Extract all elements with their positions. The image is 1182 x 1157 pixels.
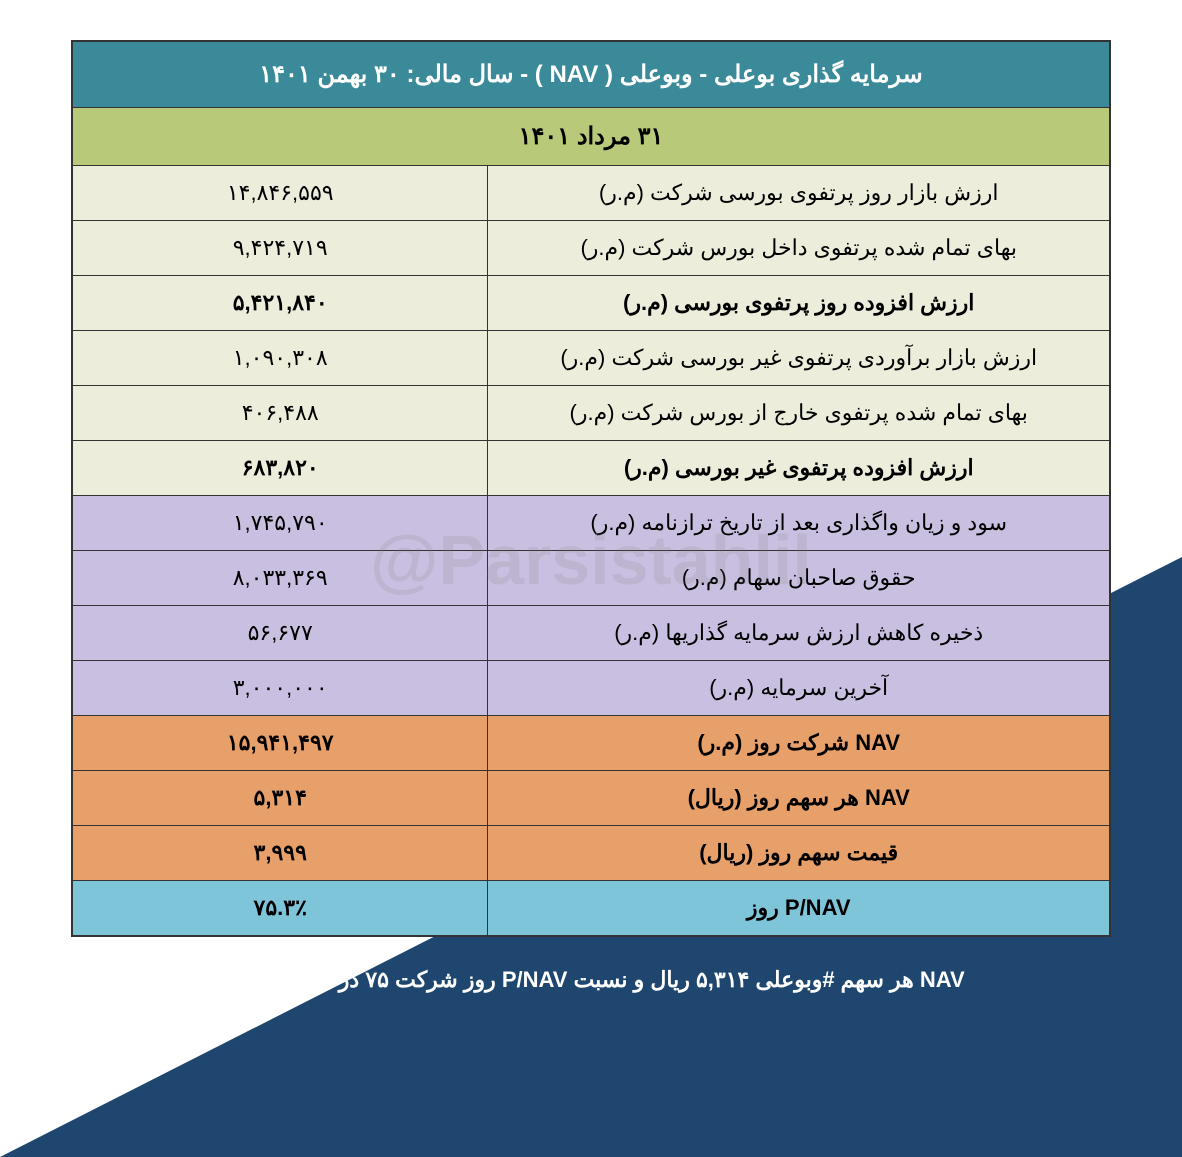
row-label: آخرین سرمایه (م.ر) (487, 661, 1109, 715)
table-row: ارزش بازار روز پرتفوی بورسی شرکت (م.ر)۱۴… (73, 166, 1109, 221)
date-row: ۳۱ مرداد ۱۴۰۱ (73, 108, 1109, 166)
footer-note: NAV هر سهم #وبوعلی ۵,۳۱۴ ریال و نسبت P/N… (0, 967, 1182, 993)
row-value: ۳,۰۰۰,۰۰۰ (73, 661, 487, 715)
table-row: سود و زیان واگذاری بعد از تاریخ ترازنامه… (73, 496, 1109, 551)
table-row: ذخیره کاهش ارزش سرمایه گذاریها (م.ر)۵۶,۶… (73, 606, 1109, 661)
row-label: ارزش افزوده روز پرتفوی بورسی (م.ر) (487, 276, 1109, 330)
row-value: ۸,۰۳۳,۳۶۹ (73, 551, 487, 605)
row-value: ۹,۴۲۴,۷۱۹ (73, 221, 487, 275)
table-row: حقوق صاحبان سهام (م.ر)۸,۰۳۳,۳۶۹ (73, 551, 1109, 606)
row-value: ۶۸۳,۸۲۰ (73, 441, 487, 495)
table-row: بهای تمام شده پرتفوی خارج از بورس شرکت (… (73, 386, 1109, 441)
table-row: NAV هر سهم روز (ریال)۵,۳۱۴ (73, 771, 1109, 826)
row-label: NAV شرکت روز (م.ر) (487, 716, 1109, 770)
row-value: ۵۶,۶۷۷ (73, 606, 487, 660)
table-row: NAV شرکت روز (م.ر)۱۵,۹۴۱,۴۹۷ (73, 716, 1109, 771)
row-label: ذخیره کاهش ارزش سرمایه گذاریها (م.ر) (487, 606, 1109, 660)
row-value: ۳,۹۹۹ (73, 826, 487, 880)
table-row: قیمت سهم روز (ریال)۳,۹۹۹ (73, 826, 1109, 881)
table-header-row: سرمایه گذاری بوعلی - وبوعلی ( NAV ) - سا… (73, 42, 1109, 108)
row-label: سود و زیان واگذاری بعد از تاریخ ترازنامه… (487, 496, 1109, 550)
row-label: حقوق صاحبان سهام (م.ر) (487, 551, 1109, 605)
row-value: ۱۴,۸۴۶,۵۵۹ (73, 166, 487, 220)
row-value: ۵,۴۲۱,۸۴۰ (73, 276, 487, 330)
table-row: بهای تمام شده پرتفوی داخل بورس شرکت (م.ر… (73, 221, 1109, 276)
row-label: قیمت سهم روز (ریال) (487, 826, 1109, 880)
nav-table: سرمایه گذاری بوعلی - وبوعلی ( NAV ) - سا… (71, 40, 1111, 937)
row-label: بهای تمام شده پرتفوی داخل بورس شرکت (م.ر… (487, 221, 1109, 275)
row-value: ۴۰۶,۴۸۸ (73, 386, 487, 440)
table-row: ارزش بازار برآوردی پرتفوی غیر بورسی شرکت… (73, 331, 1109, 386)
table-row: P/NAV روز۷۵.۳٪ (73, 881, 1109, 935)
table-row: ارزش افزوده پرتفوی غیر بورسی (م.ر)۶۸۳,۸۲… (73, 441, 1109, 496)
row-label: بهای تمام شده پرتفوی خارج از بورس شرکت (… (487, 386, 1109, 440)
row-value: ۷۵.۳٪ (73, 881, 487, 935)
row-label: ارزش افزوده پرتفوی غیر بورسی (م.ر) (487, 441, 1109, 495)
row-label: ارزش بازار برآوردی پرتفوی غیر بورسی شرکت… (487, 331, 1109, 385)
row-value: ۱۵,۹۴۱,۴۹۷ (73, 716, 487, 770)
row-value: ۱,۷۴۵,۷۹۰ (73, 496, 487, 550)
row-value: ۱,۰۹۰,۳۰۸ (73, 331, 487, 385)
table-row: آخرین سرمایه (م.ر)۳,۰۰۰,۰۰۰ (73, 661, 1109, 716)
row-label: NAV هر سهم روز (ریال) (487, 771, 1109, 825)
table-row: ارزش افزوده روز پرتفوی بورسی (م.ر)۵,۴۲۱,… (73, 276, 1109, 331)
row-label: P/NAV روز (487, 881, 1109, 935)
row-value: ۵,۳۱۴ (73, 771, 487, 825)
table-title: سرمایه گذاری بوعلی - وبوعلی ( NAV ) - سا… (73, 42, 1109, 107)
row-label: ارزش بازار روز پرتفوی بورسی شرکت (م.ر) (487, 166, 1109, 220)
date-cell: ۳۱ مرداد ۱۴۰۱ (73, 108, 1109, 165)
